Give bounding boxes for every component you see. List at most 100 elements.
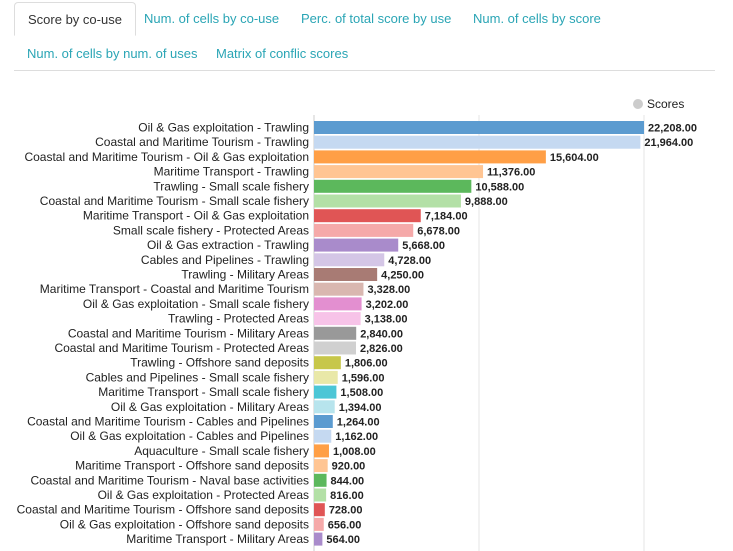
bar[interactable] <box>314 238 399 252</box>
bar-row[interactable]: Coastal and Maritime Tourism - Cables an… <box>27 415 380 429</box>
bar-row[interactable]: Cables and Pipelines - Small scale fishe… <box>86 370 385 384</box>
bar[interactable] <box>314 135 641 149</box>
bar[interactable] <box>314 356 341 370</box>
bar-row[interactable]: Maritime Transport - Oil & Gas exploitat… <box>83 209 468 223</box>
bar[interactable] <box>314 532 323 546</box>
legend-marker <box>633 99 643 109</box>
bar[interactable] <box>314 459 328 473</box>
bar-row[interactable]: Oil & Gas extraction - Trawling 5,668.00 <box>147 238 445 252</box>
bar[interactable] <box>314 312 361 326</box>
value-label: 1,508.00 <box>340 387 383 399</box>
value-label: 1,162.00 <box>335 431 378 443</box>
tab-matrix-conflict-scores[interactable]: Matrix of conflic scores <box>216 46 349 61</box>
bar-row[interactable]: Coastal and Maritime Tourism - Offshore … <box>17 503 363 517</box>
bar-row[interactable]: Oil & Gas exploitation - Small scale fis… <box>83 297 409 311</box>
value-label: 1,008.00 <box>333 446 376 458</box>
bar[interactable] <box>314 297 362 311</box>
bar-row[interactable]: Trawling - Military Areas 4,250.00 <box>181 268 424 282</box>
value-label: 1,264.00 <box>337 417 380 429</box>
bar[interactable] <box>314 194 461 208</box>
value-label: 5,668.00 <box>402 240 445 252</box>
value-label: 3,328.00 <box>367 284 410 296</box>
category-label: Oil & Gas exploitation - Cables and Pipe… <box>70 429 309 443</box>
bar[interactable] <box>314 223 414 237</box>
bar-row[interactable]: Coastal and Maritime Tourism - Small sca… <box>40 194 508 208</box>
category-label: Coastal and Maritime Tourism - Cables an… <box>27 415 309 429</box>
bar[interactable] <box>314 429 332 443</box>
bar-row[interactable]: Maritime Transport - Offshore sand depos… <box>75 459 365 473</box>
bar-row[interactable]: Oil & Gas exploitation - Trawling 22,208.… <box>138 121 697 135</box>
bar-row[interactable]: Oil & Gas exploitation - Cables and Pipe… <box>70 429 378 443</box>
bar-row[interactable]: Cables and Pipelines - Trawling 4,728.00 <box>141 253 431 267</box>
category-label: Coastal and Maritime Tourism - Naval bas… <box>30 473 309 487</box>
value-label: 920.00 <box>332 461 366 473</box>
tab-num-cells-by-score[interactable]: Num. of cells by score <box>473 11 601 26</box>
category-label: Cables and Pipelines - Small scale fishe… <box>86 370 309 384</box>
bar-row[interactable]: Oil & Gas exploitation - Offshore sand d… <box>60 517 362 531</box>
bar-row[interactable]: Maritime Transport - Small scale fishery… <box>98 385 383 399</box>
category-label: Coastal and Maritime Tourism - Small sca… <box>40 194 309 208</box>
category-label: Maritime Transport - Military Areas <box>126 532 309 546</box>
bar[interactable] <box>314 150 546 164</box>
category-label: Maritime Transport - Oil & Gas exploitat… <box>83 209 309 223</box>
bar[interactable] <box>314 503 325 517</box>
bar[interactable] <box>314 253 385 267</box>
bar[interactable] <box>314 400 335 414</box>
bar[interactable] <box>314 268 378 281</box>
bar-row[interactable]: Small scale fishery - Protected Areas 6,6… <box>113 223 460 237</box>
value-label: 656.00 <box>328 519 362 531</box>
category-label: Trawling - Offshore sand deposits <box>130 356 309 370</box>
bar[interactable] <box>314 121 644 134</box>
value-label: 1,596.00 <box>342 372 385 384</box>
value-label: 15,604.00 <box>550 152 599 164</box>
category-label: Trawling - Military Areas <box>181 268 309 282</box>
bar[interactable] <box>314 385 337 399</box>
bar[interactable] <box>314 488 327 502</box>
legend-label: Scores <box>647 97 684 111</box>
bar-row[interactable]: Coastal and Maritime Tourism - Oil & Gas… <box>24 150 598 164</box>
bar-row[interactable]: Maritime Transport - Coastal and Maritim… <box>40 282 410 296</box>
bar[interactable] <box>314 517 324 531</box>
category-label: Coastal and Maritime Tourism - Protected… <box>54 341 309 355</box>
bar-row[interactable]: Oil & Gas exploitation - Military Areas 1… <box>111 400 382 414</box>
bar[interactable] <box>314 415 333 428</box>
bar-row[interactable]: Coastal and Maritime Tourism - Trawling 2… <box>95 135 693 149</box>
category-label: Coastal and Maritime Tourism - Trawling <box>95 135 309 149</box>
bar-row[interactable]: Trawling - Offshore sand deposits 1,806.0… <box>130 356 387 370</box>
category-label: Cables and Pipelines - Trawling <box>141 253 309 267</box>
category-label: Trawling - Protected Areas <box>168 312 309 326</box>
bar[interactable] <box>314 341 356 355</box>
bar[interactable] <box>314 473 327 487</box>
tab-score-by-co-use[interactable]: Score by co-use <box>14 2 136 36</box>
bar-row[interactable]: Aquaculture - Small scale fishery 1,008.0… <box>134 444 376 458</box>
value-label: 2,840.00 <box>360 328 403 340</box>
bar-row[interactable]: Maritime Transport - Trawling 11,376.00 <box>154 165 536 179</box>
value-label: 4,728.00 <box>388 255 431 267</box>
legend[interactable]: Scores <box>633 97 684 111</box>
bar-row[interactable]: Trawling - Small scale fishery 10,588.00 <box>153 179 524 193</box>
tab-num-cells-by-num-uses[interactable]: Num. of cells by num. of uses <box>27 46 198 61</box>
bar-row[interactable]: Coastal and Maritime Tourism - Military … <box>68 326 403 340</box>
bar[interactable] <box>314 209 421 223</box>
bar[interactable] <box>314 282 364 296</box>
value-label: 7,184.00 <box>425 211 468 223</box>
value-label: 21,964.00 <box>644 137 693 149</box>
bar-row[interactable]: Trawling - Protected Areas 3,138.00 <box>168 312 407 326</box>
tab-perc-total-score-by-use[interactable]: Perc. of total score by use <box>301 11 452 26</box>
value-label: 22,208.00 <box>648 123 697 135</box>
bar-row[interactable]: Maritime Transport - Military Areas 564.0… <box>126 532 360 546</box>
category-label: Maritime Transport - Trawling <box>154 165 309 179</box>
bar-row[interactable]: Oil & Gas exploitation - Protected Areas… <box>98 488 364 502</box>
bar-row[interactable]: Coastal and Maritime Tourism - Naval bas… <box>30 473 364 487</box>
tab-num-cells-by-co-use[interactable]: Num. of cells by co-use <box>144 11 280 26</box>
bar[interactable] <box>314 444 329 458</box>
bar[interactable] <box>314 326 357 340</box>
bar[interactable] <box>314 179 472 193</box>
value-label: 10,588.00 <box>475 181 524 193</box>
value-label: 9,888.00 <box>465 196 508 208</box>
category-label: Oil & Gas extraction - Trawling <box>147 238 309 252</box>
bar-row[interactable]: Coastal and Maritime Tourism - Protected… <box>54 341 402 355</box>
bar[interactable] <box>314 165 484 179</box>
bar[interactable] <box>314 370 338 384</box>
value-label: 2,826.00 <box>360 343 403 355</box>
